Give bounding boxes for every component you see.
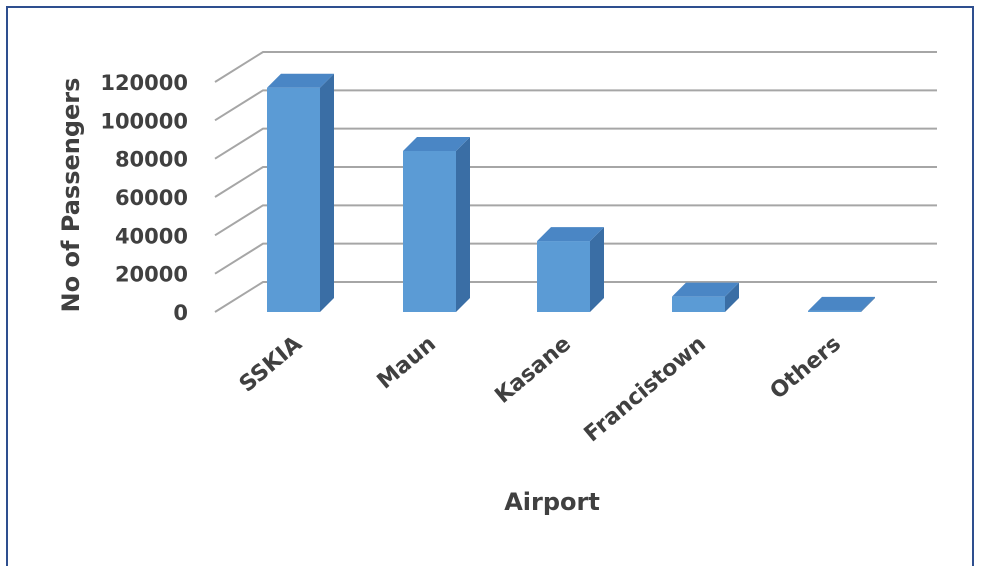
bar-top <box>537 227 604 242</box>
bar <box>537 227 604 312</box>
y-tick-label: 0 <box>173 301 188 325</box>
bar-front <box>537 241 590 312</box>
gridlines <box>214 51 937 313</box>
bars <box>267 73 875 312</box>
bar-front <box>403 151 456 312</box>
chart-frame <box>6 6 974 566</box>
y-tick-labels: 0 20000 40000 60000 80000 100000 120000 <box>100 71 188 325</box>
bar <box>267 73 334 312</box>
bar-top <box>808 296 875 311</box>
x-axis-title: Airport <box>504 488 600 516</box>
bar-front <box>808 310 861 312</box>
y-tick-label: 80000 <box>115 148 188 172</box>
category-label: Maun <box>373 331 441 394</box>
bar-top <box>267 73 334 88</box>
bar-chart: 0 20000 40000 60000 80000 100000 120000 SSKIA M… <box>57 51 937 516</box>
gridline <box>214 281 937 313</box>
bar-side <box>320 73 334 312</box>
bar-side <box>456 137 470 312</box>
y-tick-label: 20000 <box>115 263 188 287</box>
bar-side <box>861 296 875 312</box>
bar-side <box>590 227 604 312</box>
y-tick-label: 100000 <box>100 109 188 133</box>
y-tick-label: 120000 <box>100 71 188 95</box>
category-label: SSKIA <box>235 331 307 397</box>
y-tick-label: 40000 <box>115 224 188 248</box>
bar <box>403 137 470 312</box>
gridline <box>214 166 937 198</box>
gridline <box>214 127 937 160</box>
bar-side <box>725 282 739 312</box>
bar-top <box>672 282 739 297</box>
gridline <box>214 51 937 83</box>
bar-top <box>403 137 470 151</box>
gridline <box>214 89 937 122</box>
bar-front <box>672 296 725 312</box>
bar <box>672 282 739 312</box>
bar-front <box>267 87 320 312</box>
y-axis-title: No of Passengers <box>57 78 85 313</box>
y-tick-label: 60000 <box>115 186 188 210</box>
category-label: Others <box>766 331 846 404</box>
bar <box>808 296 875 312</box>
gridline <box>214 242 937 275</box>
category-label: Kasane <box>491 331 576 408</box>
category-label: Francistown <box>580 331 711 447</box>
gridline <box>214 204 937 237</box>
category-labels: SSKIA Maun Kasane Francistown Others <box>235 331 846 447</box>
